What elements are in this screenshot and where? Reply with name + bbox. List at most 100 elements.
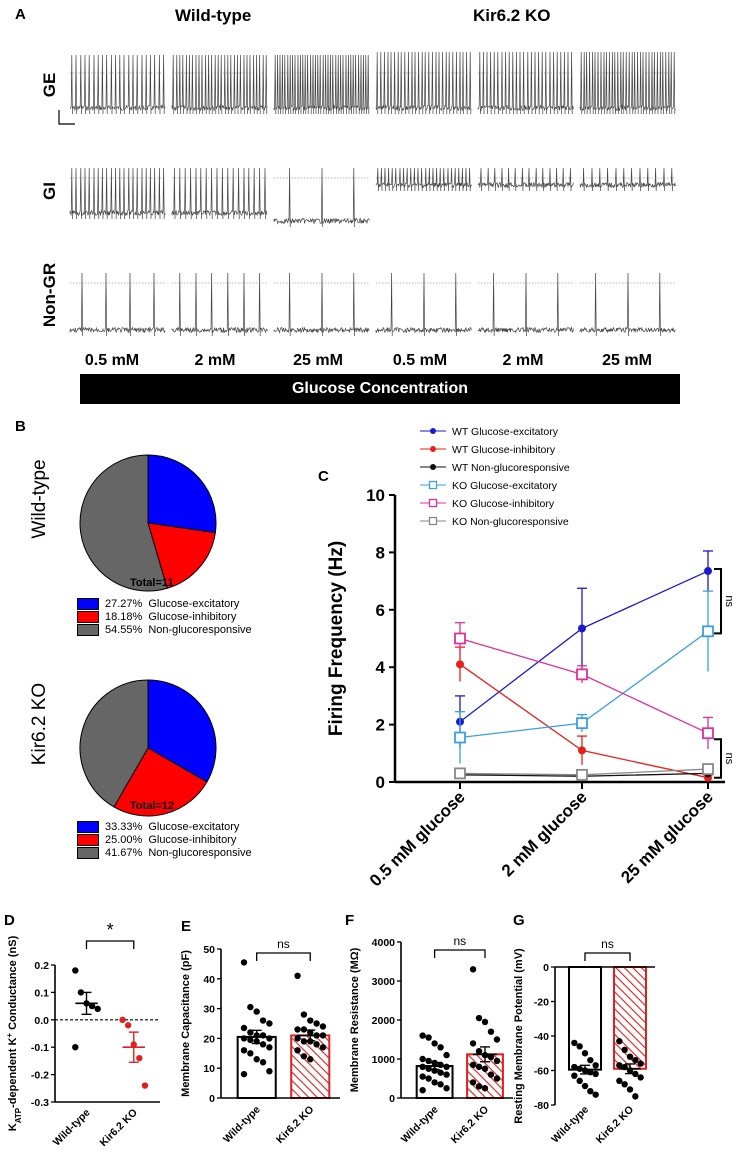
- data-point: [300, 1011, 308, 1018]
- data-point: [621, 1046, 628, 1053]
- panel-label-c: C: [318, 468, 329, 485]
- data-point: [294, 1026, 301, 1033]
- y-tick-label: 4000: [372, 937, 396, 949]
- legend-label: WT Non-glucoresponsive: [452, 462, 570, 474]
- data-point: [437, 1081, 444, 1088]
- legend-ko: 33.33% Glucose-excitatory 25.00% Glucose-i…: [77, 820, 252, 859]
- data-point: [475, 1063, 483, 1070]
- data-point: [637, 1074, 644, 1081]
- data-point: [431, 1079, 438, 1086]
- membrane-potential-chart: -80 -60 -40 -20 0 ns Wild-type Kir6.2 KO Resting…: [513, 937, 655, 1146]
- data-point: [136, 1054, 143, 1062]
- data-point: [294, 972, 301, 980]
- data-point: [425, 1065, 432, 1072]
- data-point: [487, 1053, 495, 1061]
- swatch-excitatory: [77, 820, 99, 833]
- x-tick-label: Wild-type: [221, 1104, 263, 1146]
- data-point: [475, 1048, 483, 1055]
- data-point: [487, 1028, 495, 1035]
- significance-label: ns: [277, 937, 290, 951]
- data-point: [319, 1044, 327, 1051]
- significance-label: ns: [601, 937, 614, 951]
- data-point: [72, 967, 79, 974]
- data-point: [266, 1020, 273, 1027]
- data-point: [437, 1069, 444, 1076]
- conc-label: 2 mM: [502, 352, 544, 369]
- y-tick-label: -0.2: [31, 1070, 49, 1082]
- data-point: [592, 1070, 599, 1078]
- legend-label: KO Non-glucoresponsive: [452, 516, 569, 528]
- electrophysiology-traces: [58, 51, 676, 337]
- legend-label: Glucose-inhibitory: [148, 833, 237, 846]
- data-point: [571, 1072, 578, 1079]
- data-point: [469, 1061, 477, 1069]
- data-point: [247, 1036, 254, 1044]
- swatch-non: [77, 623, 99, 636]
- data-point: [313, 1020, 320, 1027]
- data-point: [702, 727, 714, 740]
- y-axis-label-part: +: [5, 1033, 14, 1038]
- conc-label: 25 mM: [602, 352, 652, 369]
- data-point: [581, 1050, 589, 1057]
- data-point: [481, 1018, 489, 1026]
- significance-bracket: [714, 568, 722, 635]
- data-point: [475, 1083, 483, 1090]
- y-tick-label: 0: [376, 773, 385, 792]
- data-point: [425, 1075, 432, 1082]
- data-point: [626, 1086, 634, 1093]
- legend-pct: 33.33%: [105, 820, 143, 833]
- y-tick-label: 0: [209, 1093, 215, 1105]
- data-point: [313, 1041, 320, 1048]
- total-ko: Total=12: [130, 800, 175, 812]
- data-point: [431, 1040, 438, 1047]
- y-tick-label: 1000: [372, 1054, 396, 1066]
- y-tick-label: -20: [534, 997, 549, 1009]
- katp-conductance-chart: -0.3 -0.2 -0.1 0.0 0.1 0.2 * Wild-type Kir6.2 KO…: [5, 920, 160, 1149]
- data-point: [592, 1062, 599, 1069]
- data-point: [72, 1044, 79, 1051]
- y-tick-label: 0.2: [34, 960, 49, 972]
- y-axis-label: Membrane Capacitance (pF): [180, 950, 192, 1097]
- data-point: [253, 1008, 260, 1015]
- data-point: [493, 1075, 501, 1082]
- data-point: [702, 625, 714, 638]
- data-point: [419, 1055, 426, 1063]
- data-point: [493, 1036, 501, 1043]
- legend-marker: [430, 428, 436, 434]
- x-tick-label: Kir6.2 KO: [274, 1104, 316, 1146]
- y-tick-label: 0.1: [34, 987, 49, 999]
- y-axis-label: Membrane Resistance (MΩ): [349, 947, 361, 1092]
- voltage-trace: [69, 54, 166, 115]
- panel-label-e: E: [181, 918, 192, 935]
- significance-bracket: [256, 952, 311, 961]
- x-tick-label: 2 mM glucose: [498, 787, 591, 880]
- legend-label: WT Glucose-inhibitory: [452, 444, 556, 456]
- data-point: [88, 1002, 96, 1010]
- conc-label: 25 mM: [293, 352, 343, 369]
- legend-label: KO Glucose-inhibitory: [452, 498, 555, 510]
- x-tick-label: Wild-type: [51, 1107, 93, 1149]
- x-tick-label: Kir6.2 KO: [98, 1107, 140, 1149]
- legend-label: Glucose-excitatory: [148, 820, 240, 833]
- legend-label: Non-glucoresponsive: [148, 623, 252, 636]
- data-point: [259, 1041, 267, 1048]
- y-axis-label: KATP-dependent K+ Conductance (nS): [5, 935, 23, 1131]
- header-kir62-ko: Kir6.2 KO: [473, 6, 551, 25]
- y-tick-label: -40: [534, 1031, 549, 1043]
- data-point: [240, 1070, 248, 1078]
- data-point: [621, 1081, 628, 1088]
- y-tick-label: 4: [376, 658, 386, 677]
- x-tick-label: Wild-type: [399, 1104, 441, 1146]
- x-tick-label: Kir6.2 KO: [449, 1104, 491, 1146]
- data-point: [702, 763, 714, 775]
- data-point: [247, 1050, 254, 1057]
- data-point: [587, 1056, 594, 1064]
- data-point: [469, 1079, 477, 1086]
- panel-label-a: A: [15, 6, 26, 23]
- bar-ko: [613, 966, 647, 1070]
- total-wt: Total=11: [130, 577, 174, 589]
- legend-label: Glucose-excitatory: [148, 597, 240, 610]
- data-point: [481, 1085, 489, 1092]
- pie-charts: [79, 454, 217, 817]
- y-tick-label: 20: [203, 1033, 215, 1045]
